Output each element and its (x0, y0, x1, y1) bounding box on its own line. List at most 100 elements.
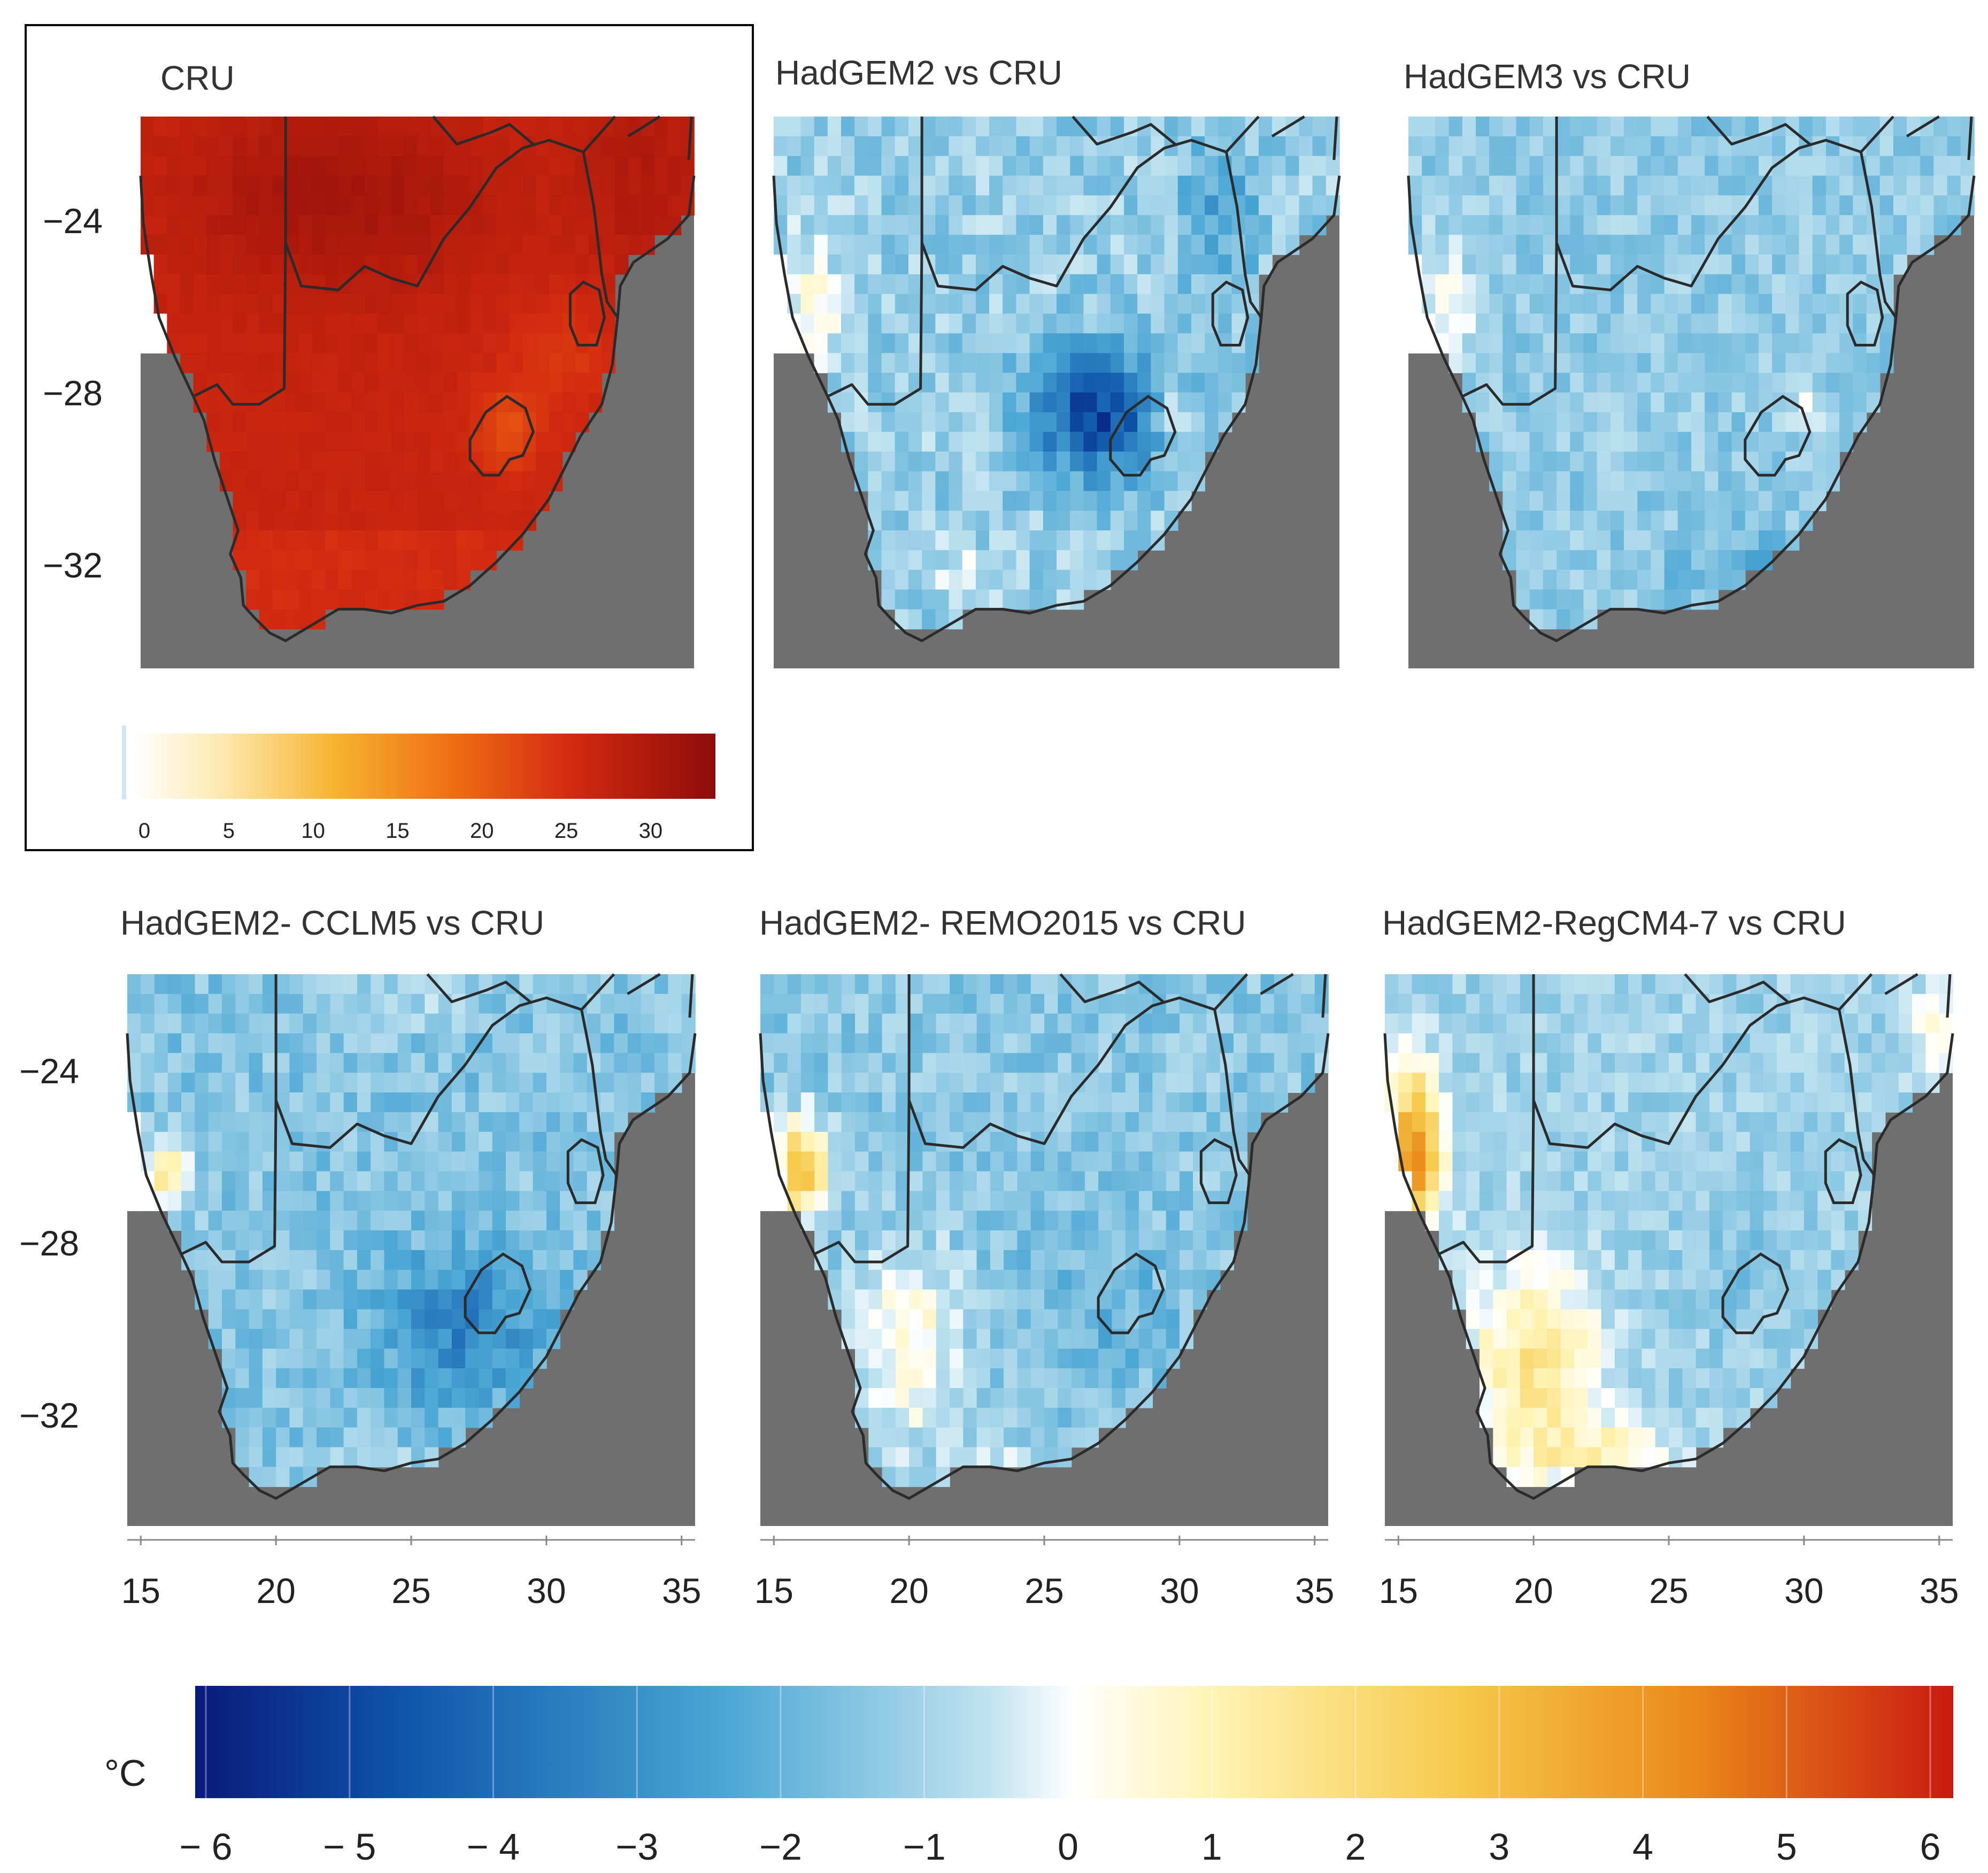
bias-colorbar-tick: −2 (759, 1826, 802, 1868)
grid-cell (1205, 215, 1219, 235)
grid-cell (1597, 353, 1611, 373)
grid-cell (1520, 974, 1534, 995)
grid-cell (167, 993, 182, 1014)
grid-cell (417, 511, 431, 531)
grid-cell (868, 1329, 883, 1350)
grid-cell (465, 1388, 480, 1408)
grid-cell (208, 1191, 222, 1212)
grid-cell (384, 1112, 398, 1132)
grid-cell (814, 313, 828, 334)
grid-cell (1520, 1112, 1534, 1132)
grid-cell (628, 136, 642, 157)
grid-cell (1124, 215, 1138, 235)
grid-cell (1191, 392, 1205, 413)
grid-cell (854, 333, 869, 354)
grid-cell (222, 1329, 236, 1350)
grid-cell (1516, 511, 1530, 531)
grid-cell (1110, 255, 1124, 275)
grid-cell (949, 589, 963, 610)
grid-cell (855, 1131, 869, 1152)
grid-cell (1004, 1033, 1018, 1054)
grid-cell (908, 215, 922, 235)
grid-cell (1543, 431, 1557, 452)
grid-cell (1718, 373, 1732, 393)
grid-cell (298, 175, 313, 196)
grid-cell (1628, 1250, 1643, 1270)
grid-cell (1516, 471, 1530, 492)
grid-cell (233, 274, 246, 295)
grid-cell (855, 1151, 869, 1172)
grid-cell (351, 195, 365, 216)
grid-cell (141, 1033, 155, 1054)
grid-cell (1179, 1289, 1193, 1310)
grid-cell (1597, 412, 1611, 433)
grid-cell (546, 1073, 560, 1093)
grid-cell (1029, 313, 1044, 334)
grid-cell (787, 156, 802, 176)
grid-cell (828, 1073, 842, 1093)
grid-cell (443, 491, 458, 511)
grid-cell (1898, 1033, 1913, 1054)
grid-cell (922, 1013, 937, 1034)
grid-cell (1879, 215, 1894, 235)
country-border (920, 138, 1227, 291)
grid-cell (1601, 974, 1615, 995)
grid-cell (1705, 491, 1719, 511)
grid-cell (1731, 195, 1746, 216)
grid-cell (562, 195, 576, 216)
grid-cell (317, 1309, 331, 1330)
grid-cell (1004, 993, 1018, 1014)
grid-cell (868, 1388, 883, 1408)
grid-cell (1520, 1053, 1534, 1074)
grid-cell (1110, 156, 1124, 176)
grid-cell (443, 255, 458, 275)
grid-cell (800, 1073, 815, 1093)
grid-cell (868, 1092, 883, 1113)
grid-cell (470, 175, 484, 196)
grid-cell (303, 1211, 317, 1231)
grid-cell (1610, 511, 1624, 531)
grid-cell (562, 412, 576, 433)
grid-cell (222, 1092, 236, 1113)
grid-cell (317, 1191, 331, 1212)
grid-cell (950, 1033, 964, 1054)
grid-cell (536, 195, 550, 216)
grid-cell (286, 215, 299, 235)
grid-cell (443, 373, 458, 393)
grid-cell (895, 195, 909, 216)
grid-cell (827, 195, 842, 216)
grid-cell (1547, 1112, 1561, 1132)
grid-cell (259, 156, 273, 176)
grid-cell (855, 1211, 869, 1231)
grid-cell (1272, 195, 1286, 216)
grid-cell (181, 1092, 196, 1113)
grid-cell (908, 235, 922, 255)
grid-cell (949, 333, 963, 354)
grid-cell (438, 1211, 452, 1231)
grid-cell (438, 1368, 452, 1389)
grid-cell (1614, 1250, 1629, 1270)
grid-cell (465, 1013, 480, 1034)
grid-cell (814, 993, 829, 1014)
grid-cell (1745, 530, 1759, 551)
grid-cell (235, 1013, 250, 1034)
grid-cell (1422, 175, 1436, 196)
grid-cell (289, 1289, 304, 1310)
grid-cell (286, 313, 299, 334)
grid-cell (496, 215, 510, 235)
grid-cell (1628, 974, 1643, 995)
grid-cell (1570, 235, 1584, 255)
grid-cell (1543, 511, 1557, 531)
grid-cell (1506, 1427, 1521, 1448)
grid-cell (510, 294, 523, 314)
grid-cell (1139, 1092, 1153, 1113)
grid-cell (1610, 471, 1624, 492)
grid-cell (1258, 156, 1273, 176)
grid-cell (438, 1230, 452, 1251)
grid-cell (522, 471, 536, 492)
grid-cell (533, 1112, 547, 1132)
grid-cell (377, 313, 391, 334)
grid-cell (935, 235, 950, 255)
grid-cell (1193, 1230, 1207, 1251)
grid-cell (1057, 550, 1070, 571)
